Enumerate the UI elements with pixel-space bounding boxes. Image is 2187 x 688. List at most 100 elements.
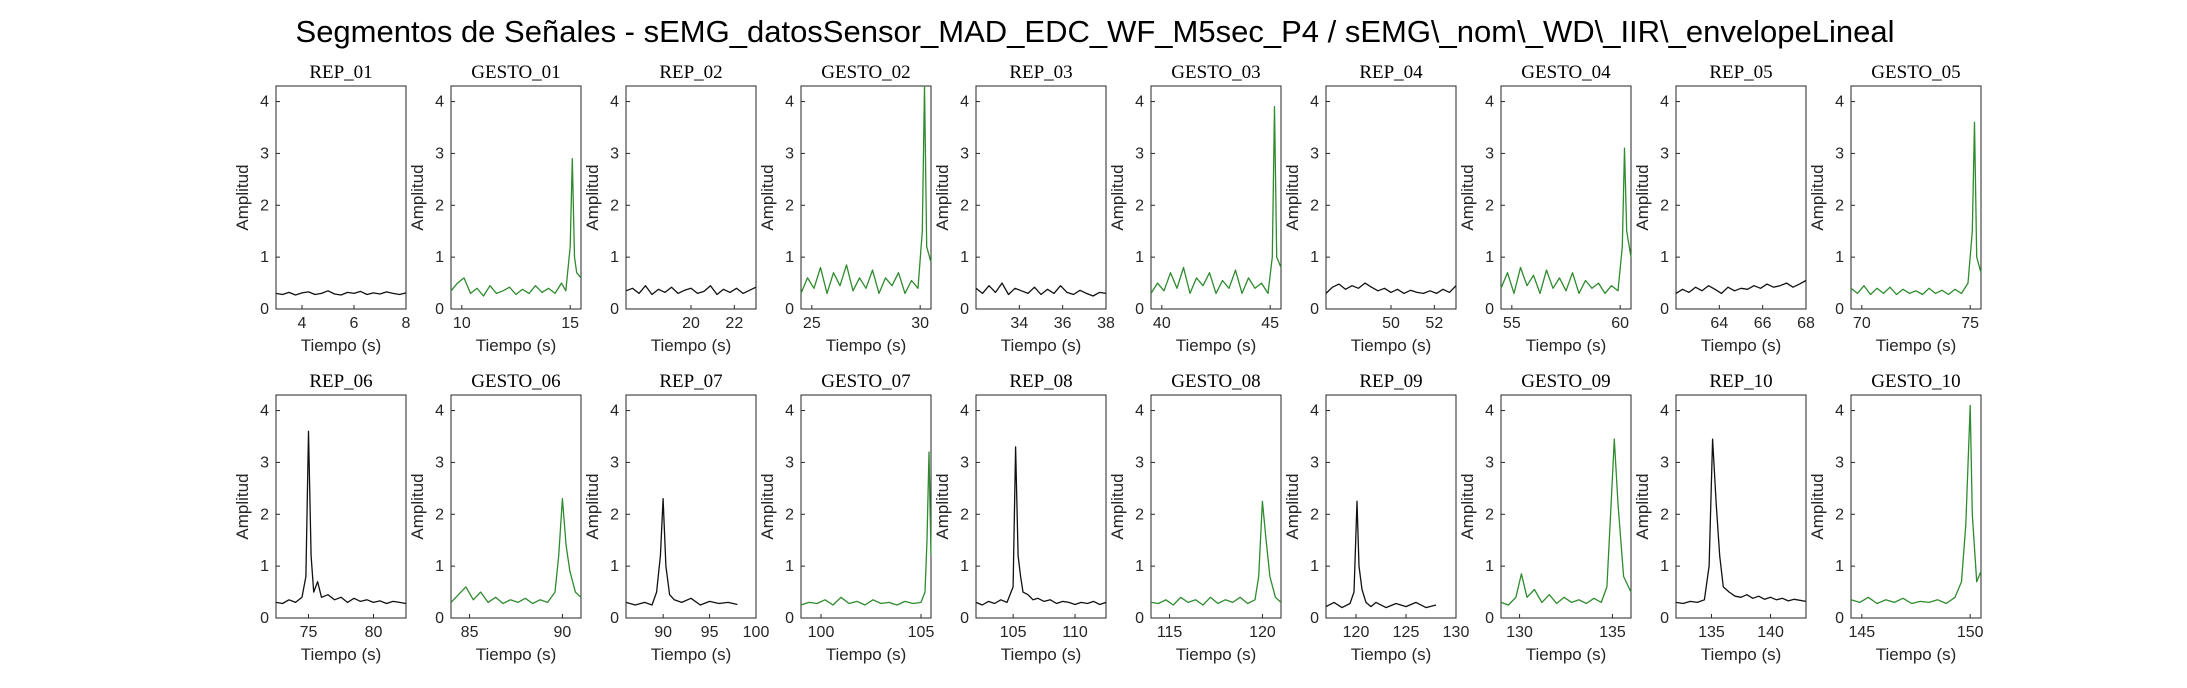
chart-12-xtick-label: 85 xyxy=(461,624,479,641)
chart-15-xtick-label: 110 xyxy=(1062,624,1088,641)
chart-13-xtick-label: 90 xyxy=(654,624,672,641)
chart-8-signal-line xyxy=(1500,147,1632,295)
chart-8-ytick-label: 4 xyxy=(1485,94,1494,111)
chart-19-ylabel: Amplitud xyxy=(1633,473,1652,539)
chart-19-ytick-label: 1 xyxy=(1660,558,1669,575)
chart-13: REP_07 0 1 2 3 4 90 95 100 Tiempo (s) Amplitud xyxy=(583,371,769,664)
chart-13-signal-line xyxy=(625,498,738,606)
chart-14-xtick-label: 100 xyxy=(808,624,835,641)
chart-16: GESTO_08 0 1 2 3 4 115 120 Tiempo (s) Amplitud xyxy=(1108,371,1282,664)
chart-2-ytick-label: 3 xyxy=(435,145,444,162)
chart-20-ylabel: Amplitud xyxy=(1808,473,1827,539)
chart-4-xtick-label: 25 xyxy=(803,315,821,332)
chart-15-ytick-label: 0 xyxy=(960,610,969,627)
chart-17-title: REP_09 xyxy=(1359,371,1422,392)
chart-8-xlabel: Tiempo (s) xyxy=(1526,336,1607,355)
chart-13-ytick-label: 0 xyxy=(610,610,619,627)
chart-10-ytick-label: 0 xyxy=(1835,301,1844,318)
chart-12-xtick-label: 90 xyxy=(554,624,572,641)
chart-12-ytick-label: 1 xyxy=(435,558,444,575)
chart-19-axes-box xyxy=(1675,394,1807,619)
chart-17-xlabel: Tiempo (s) xyxy=(1351,645,1432,664)
chart-17-ylabel: Amplitud xyxy=(1283,473,1302,539)
chart-1: REP_01 0 1 2 3 4 4 6 8 Tiempo (s) Amplitud xyxy=(233,62,411,355)
chart-15-signal-line xyxy=(975,446,1107,606)
chart-9-xlabel: Tiempo (s) xyxy=(1701,336,1782,355)
chart-20-ytick-label: 3 xyxy=(1835,454,1844,471)
chart-8-title: GESTO_04 xyxy=(1521,62,1611,83)
chart-1-title: REP_01 xyxy=(309,62,372,83)
chart-13-xtick-label: 100 xyxy=(743,624,770,641)
chart-16-ytick-label: 1 xyxy=(1135,558,1144,575)
chart-3-ylabel: Amplitud xyxy=(583,164,602,230)
chart-1-ytick-label: 2 xyxy=(260,197,269,214)
chart-20-xtick-label: 145 xyxy=(1848,624,1875,641)
chart-20-signal-line xyxy=(1850,404,1982,605)
chart-6-ytick-label: 3 xyxy=(1135,145,1144,162)
chart-14-signal-line xyxy=(800,451,932,606)
chart-5-ylabel: Amplitud xyxy=(933,164,952,230)
chart-5-ytick-label: 1 xyxy=(960,249,969,266)
chart-1-xtick-label: 4 xyxy=(298,315,307,332)
chart-5-ytick-label: 0 xyxy=(960,301,969,318)
chart-12-ytick-label: 0 xyxy=(435,610,444,627)
chart-4-signal-line xyxy=(800,85,932,295)
chart-8-xtick-label: 60 xyxy=(1611,315,1629,332)
chart-15-title: REP_08 xyxy=(1009,371,1072,392)
chart-3-xtick-label: 20 xyxy=(682,315,700,332)
chart-19-title: REP_10 xyxy=(1709,371,1772,392)
chart-15: REP_08 0 1 2 3 4 105 110 Tiempo (s) Amplitud xyxy=(933,371,1107,664)
chart-7-ytick-label: 0 xyxy=(1310,301,1319,318)
chart-13-ytick-label: 4 xyxy=(610,403,619,420)
chart-14-xlabel: Tiempo (s) xyxy=(826,645,907,664)
chart-20-xlabel: Tiempo (s) xyxy=(1876,645,1957,664)
chart-2-ylabel: Amplitud xyxy=(408,164,427,230)
chart-3-title: REP_02 xyxy=(659,62,722,83)
chart-2-ytick-label: 2 xyxy=(435,197,444,214)
chart-2-axes-box xyxy=(450,85,582,310)
chart-6-ytick-label: 0 xyxy=(1135,301,1144,318)
chart-7-xtick-label: 50 xyxy=(1382,315,1400,332)
chart-20-axes-box xyxy=(1850,394,1982,619)
chart-2-signal-line xyxy=(450,157,582,297)
chart-20-ytick-label: 1 xyxy=(1835,558,1844,575)
chart-2-xtick-label: 10 xyxy=(453,315,471,332)
chart-15-ytick-label: 4 xyxy=(960,403,969,420)
chart-8-ylabel: Amplitud xyxy=(1458,164,1477,230)
chart-11-ytick-label: 3 xyxy=(260,454,269,471)
chart-2-ytick-label: 1 xyxy=(435,249,444,266)
chart-1-ytick-label: 3 xyxy=(260,145,269,162)
chart-4-xlabel: Tiempo (s) xyxy=(826,336,907,355)
chart-13-ylabel: Amplitud xyxy=(583,473,602,539)
chart-5-signal-line xyxy=(975,282,1107,297)
chart-6-axes-box xyxy=(1150,85,1282,310)
chart-18-ylabel: Amplitud xyxy=(1458,473,1477,539)
chart-20-title: GESTO_10 xyxy=(1871,371,1960,392)
chart-1-signal-line xyxy=(275,290,407,296)
chart-11-title: REP_06 xyxy=(309,371,372,392)
chart-15-ytick-label: 2 xyxy=(960,506,969,523)
chart-18-xlabel: Tiempo (s) xyxy=(1526,645,1607,664)
chart-17-xtick-label: 125 xyxy=(1393,624,1420,641)
chart-6-ytick-label: 1 xyxy=(1135,249,1144,266)
chart-18-ytick-label: 3 xyxy=(1485,454,1494,471)
chart-9-ylabel: Amplitud xyxy=(1633,164,1652,230)
chart-12: GESTO_06 0 1 2 3 4 85 90 Tiempo (s) Amplitud xyxy=(408,371,582,664)
chart-6-ylabel: Amplitud xyxy=(1108,164,1127,230)
chart-6-xlabel: Tiempo (s) xyxy=(1176,336,1257,355)
chart-18-xtick-label: 130 xyxy=(1506,624,1533,641)
chart-19-xlabel: Tiempo (s) xyxy=(1701,645,1782,664)
chart-19-ytick-label: 4 xyxy=(1660,403,1669,420)
chart-12-xlabel: Tiempo (s) xyxy=(476,645,557,664)
chart-17-signal-line xyxy=(1325,500,1437,609)
chart-12-ylabel: Amplitud xyxy=(408,473,427,539)
chart-16-ytick-label: 2 xyxy=(1135,506,1144,523)
chart-8-axes-box xyxy=(1500,85,1632,310)
chart-15-ylabel: Amplitud xyxy=(933,473,952,539)
